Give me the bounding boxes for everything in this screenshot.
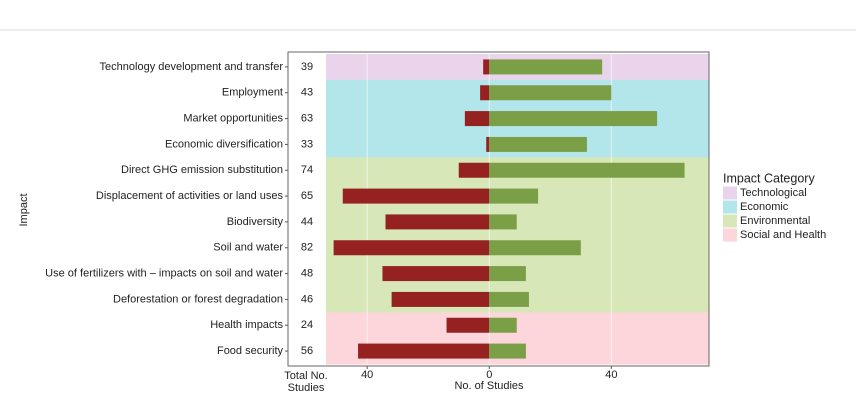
y-tick-label: Deforestation or forest degradation [113, 293, 283, 305]
y-tick-label: Displacement of activities or land uses [96, 190, 284, 202]
bar [489, 136, 587, 152]
x-tick-label: 0 [486, 369, 492, 381]
bar [385, 214, 490, 230]
y-axis-label: Impact [18, 193, 30, 226]
total-label: 43 [301, 87, 313, 99]
y-tick-label: Soil and water [213, 242, 283, 254]
bar [489, 240, 581, 256]
total-label: 56 [301, 345, 313, 357]
total-label: 44 [301, 216, 313, 228]
bar [489, 266, 526, 282]
bar [483, 59, 490, 75]
total-label: 33 [301, 138, 313, 150]
total-label: 82 [301, 242, 313, 254]
y-tick-label: Health impacts [210, 319, 283, 331]
legend-swatch [723, 214, 737, 228]
bar [458, 162, 490, 178]
total-label: 39 [301, 61, 313, 73]
total-label: 74 [301, 164, 313, 176]
bar [358, 343, 490, 359]
legend-title: Impact Category [723, 171, 815, 185]
y-tick-label: Food security [217, 345, 284, 357]
category-band [326, 312, 709, 339]
bar [446, 317, 490, 333]
x-tick-label: 40 [605, 369, 617, 381]
legend-swatch [723, 186, 737, 200]
bar [489, 162, 685, 178]
panel-border [287, 51, 710, 367]
legend-label: Technological [740, 187, 807, 199]
bar [489, 85, 612, 101]
y-tick-label: Market opportunities [183, 112, 283, 124]
bar [489, 291, 529, 307]
bar [489, 111, 658, 127]
legend-label: Environmental [740, 215, 810, 227]
bar [382, 266, 490, 282]
bar [391, 291, 490, 307]
bar [489, 59, 603, 75]
legend-swatch [723, 228, 737, 242]
total-label: 48 [301, 267, 313, 279]
bar [489, 188, 539, 204]
x-axis-label: No. of Studies [454, 380, 524, 392]
total-label: 65 [301, 190, 313, 202]
legend-swatch [723, 200, 737, 214]
y-tick-label: Direct GHG emission substitution [121, 164, 283, 176]
bar [480, 85, 490, 101]
y-tick-label: Biodiversity [227, 216, 284, 228]
bar [489, 343, 526, 359]
bar [333, 240, 490, 256]
legend-label: Economic [740, 201, 789, 213]
total-label: 24 [301, 319, 313, 331]
total-label: 46 [301, 293, 313, 305]
bar [464, 111, 490, 127]
legend-label: Social and Health [740, 229, 826, 241]
bar [489, 214, 517, 230]
bar [342, 188, 490, 204]
y-tick-label: Employment [222, 87, 283, 99]
bar [489, 317, 517, 333]
bar [486, 136, 490, 152]
y-tick-label: Economic diversification [165, 138, 283, 150]
x-tick-label: 40 [361, 369, 373, 381]
totals-label: Total No. Studies [284, 370, 328, 394]
total-label: 63 [301, 112, 313, 124]
category-band [326, 209, 709, 236]
y-tick-label: Technology development and transfer [100, 61, 284, 73]
y-tick-label: Use of fertilizers with – impacts on soi… [45, 267, 283, 279]
